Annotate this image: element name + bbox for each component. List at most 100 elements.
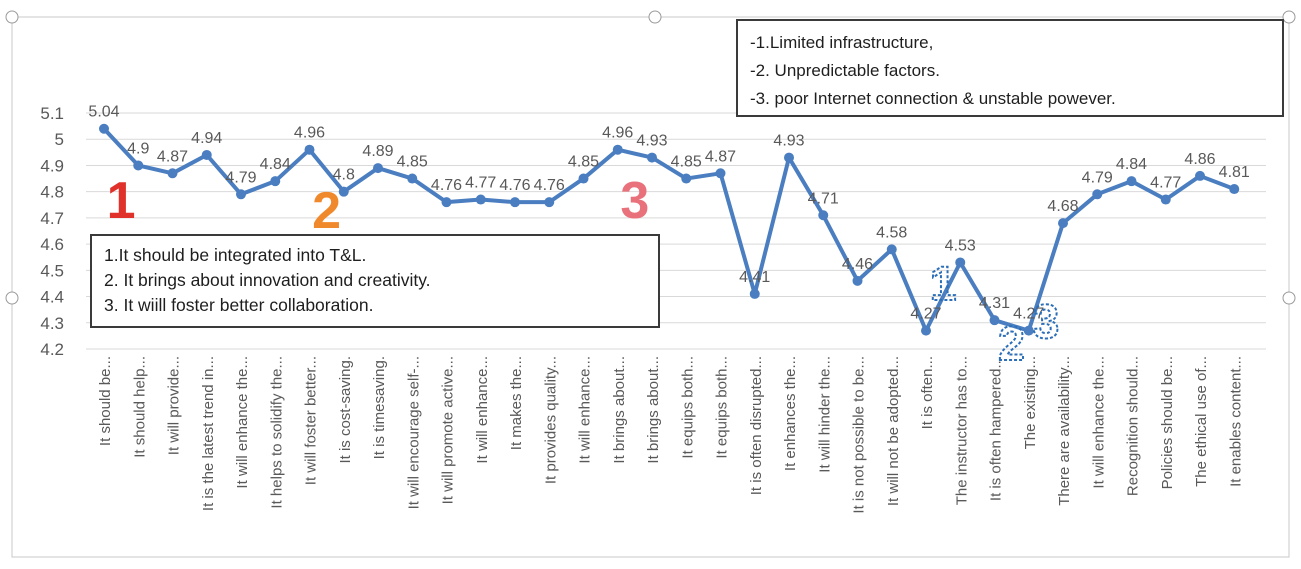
x-category-label: It brings about... — [611, 356, 628, 464]
data-point — [133, 160, 144, 171]
data-point — [955, 257, 966, 268]
data-label: 4.96 — [294, 125, 325, 142]
data-point — [1160, 194, 1171, 205]
data-point — [1229, 184, 1240, 195]
y-tick-label: 4.4 — [40, 288, 64, 307]
annotation-marker: 2 — [312, 182, 341, 240]
data-label: 4.41 — [739, 269, 770, 286]
x-category-label: It brings about... — [645, 356, 662, 464]
resize-handle-left[interactable] — [5, 291, 19, 305]
benefit-item-2: 2. It brings about innovation and creati… — [104, 270, 431, 290]
data-point — [749, 288, 760, 299]
data-label: 4.85 — [568, 154, 599, 171]
x-category-label: It will promote active... — [440, 356, 457, 504]
x-category-label: It should help... — [131, 356, 148, 458]
data-point — [407, 173, 418, 184]
annotation-marker: 3 — [1033, 296, 1060, 349]
data-point — [99, 123, 109, 134]
y-tick-label: 4.7 — [40, 209, 64, 228]
series-line-layer — [102, 127, 1235, 333]
x-axis-category-labels: It should be... It should help... It will … — [97, 356, 1244, 514]
data-label: 4.86 — [1184, 151, 1215, 168]
x-category-label: It will not be adopted... — [885, 356, 902, 506]
data-point — [373, 163, 383, 174]
challenge-item-1: -1.Limited infrastructure, — [750, 33, 934, 52]
y-tick-label: 4.9 — [40, 156, 64, 175]
x-category-label: It is not possible to be... — [851, 356, 868, 514]
data-label: 4.46 — [842, 256, 873, 273]
data-label: 4.27 — [1013, 306, 1044, 323]
data-label: 4.84 — [1116, 156, 1147, 173]
data-point — [715, 168, 726, 179]
data-point — [201, 149, 212, 160]
data-label: 4.81 — [1219, 164, 1250, 181]
x-category-label: It enables content... — [1227, 356, 1244, 487]
data-point — [441, 197, 452, 208]
y-tick-label: 5.1 — [40, 104, 64, 123]
data-label: 4.76 — [499, 177, 530, 194]
x-category-label: It is the latest trend in... — [200, 356, 217, 511]
y-tick-label: 5 — [55, 130, 64, 149]
data-label: 4.93 — [773, 133, 804, 150]
challenge-item-2: -2. Unpredictable factors. — [750, 61, 940, 80]
data-label: 5.04 — [88, 104, 119, 121]
y-tick-label: 4.6 — [40, 235, 64, 254]
data-point — [681, 173, 692, 184]
resize-handle-top[interactable] — [648, 10, 662, 24]
x-category-label: It enhances the... — [782, 356, 799, 471]
x-category-label: It is often... — [919, 356, 936, 429]
data-point-layer — [99, 123, 1240, 336]
benefits-callout: 1.It should be integrated into T&L. 2. I… — [90, 234, 660, 328]
x-category-label: It will enhance the... — [1090, 356, 1107, 489]
data-point — [989, 315, 1000, 326]
x-category-label: It equips both... — [679, 356, 696, 459]
y-tick-label: 4.8 — [40, 183, 64, 202]
x-category-label: It should be... — [97, 356, 114, 446]
data-label: 4.94 — [191, 130, 222, 147]
data-point — [818, 210, 829, 221]
annotation-marker: 1 — [107, 172, 136, 230]
data-label: 4.77 — [1150, 175, 1181, 192]
x-category-label: It will enhance the... — [234, 356, 251, 489]
data-point — [475, 194, 486, 205]
x-category-label: The instructor has to... — [953, 356, 970, 505]
x-category-label: There are availability... — [1056, 356, 1073, 506]
data-point — [784, 152, 794, 163]
data-label: 4.8 — [333, 167, 355, 184]
series-line — [102, 127, 1235, 333]
annotation-marker: 3 — [620, 172, 649, 230]
data-label: 4.93 — [636, 133, 667, 150]
resize-handle-top-right[interactable] — [1282, 10, 1296, 24]
data-label: 4.76 — [534, 177, 565, 194]
x-category-label: It provides quality... — [542, 356, 559, 484]
data-label: 4.87 — [157, 148, 188, 165]
data-label: 4.77 — [465, 175, 496, 192]
data-point — [544, 197, 555, 208]
challenges-callout: -1.Limited infrastructure, -2. Unpredict… — [736, 19, 1284, 117]
data-label: 4.89 — [362, 143, 393, 160]
x-category-label: Recognition should... — [1125, 356, 1142, 496]
data-label: 4.85 — [397, 154, 428, 171]
x-category-label: It is cost-saving. — [337, 356, 354, 464]
data-label-layer: 5.044.9 4.874.944.794.844.964.84.894.854.… — [88, 104, 1249, 323]
data-point — [1092, 189, 1103, 200]
data-label: 4.27 — [910, 306, 941, 323]
x-category-label: It will hinder the... — [816, 356, 833, 473]
data-point — [1195, 170, 1205, 181]
x-category-label: Policies should be... — [1159, 356, 1176, 489]
resize-handle-top-left[interactable] — [5, 10, 19, 24]
x-category-label: It will enhance... — [577, 356, 594, 464]
x-category-label: It is often disrupted... — [748, 356, 765, 495]
x-category-label: It helps to solidify the... — [268, 356, 285, 509]
resize-handle-right[interactable] — [1282, 291, 1296, 305]
data-point — [921, 325, 931, 336]
benefit-item-1: 1.It should be integrated into T&L. — [104, 245, 367, 265]
data-label: 4.79 — [225, 169, 256, 186]
data-label: 4.85 — [671, 154, 702, 171]
data-point — [578, 173, 589, 184]
x-category-label: It is often hampered... — [988, 356, 1005, 501]
x-category-label: It makes the... — [508, 356, 525, 450]
x-category-label: The existing... — [1022, 356, 1039, 449]
data-label: 4.68 — [1047, 198, 1078, 215]
data-label: 4.79 — [1082, 169, 1113, 186]
